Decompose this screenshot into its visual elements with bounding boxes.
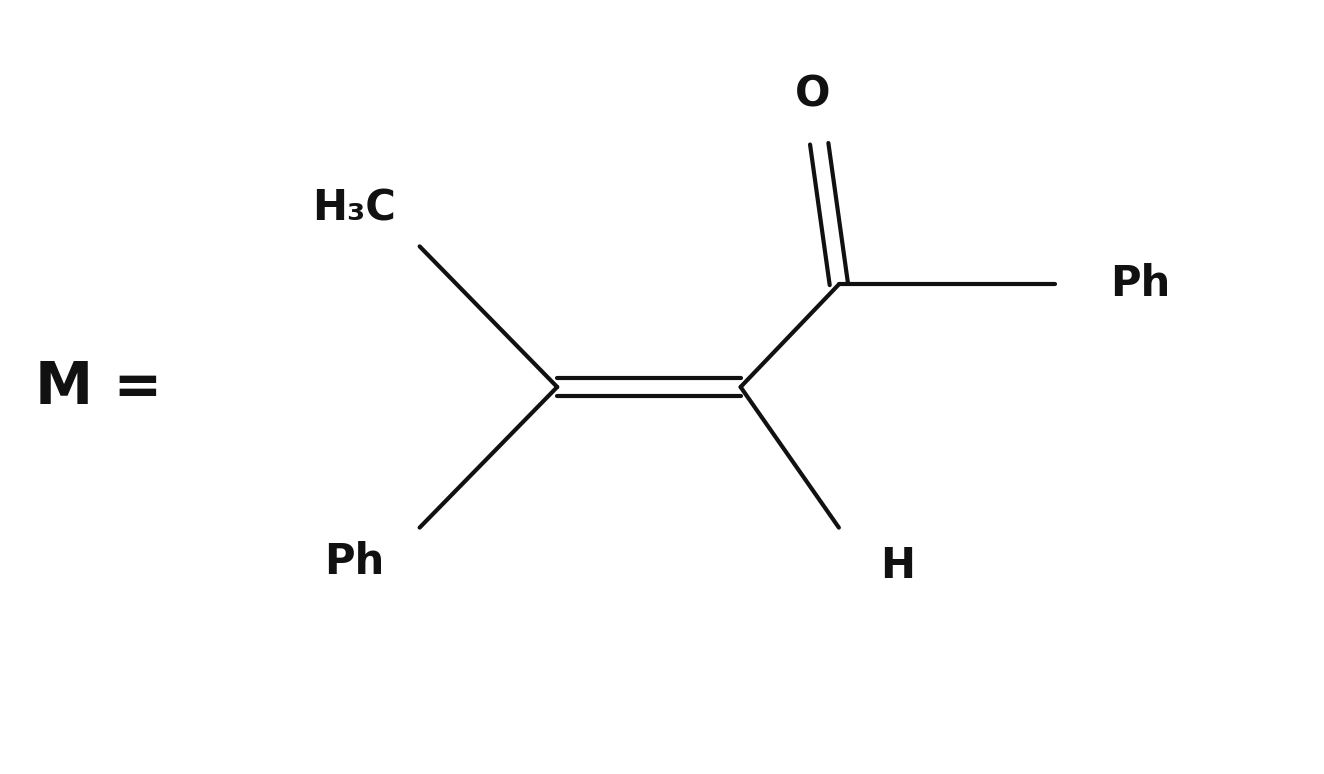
Text: M =: M =: [34, 358, 163, 416]
Text: O: O: [794, 74, 830, 115]
Text: H₃C: H₃C: [312, 187, 396, 229]
Text: Ph: Ph: [1110, 263, 1170, 306]
Text: Ph: Ph: [324, 541, 384, 583]
Text: H: H: [880, 545, 915, 587]
